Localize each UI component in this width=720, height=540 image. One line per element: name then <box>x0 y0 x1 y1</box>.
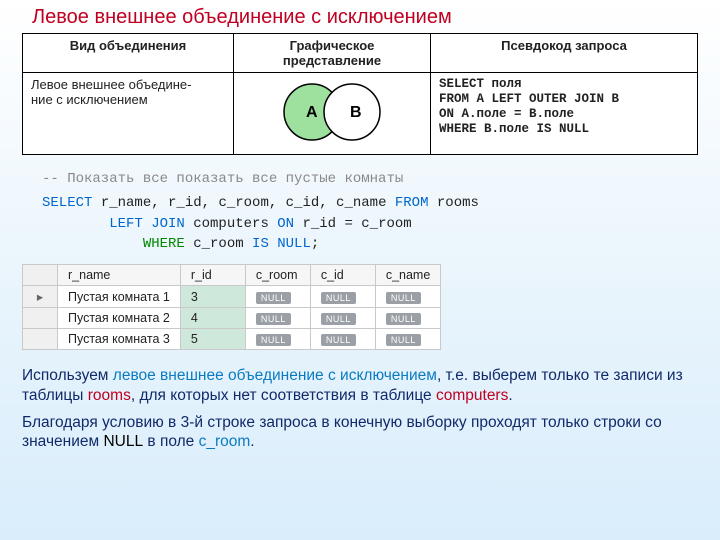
result-header <box>23 265 58 286</box>
explanation-paragraph-1: Используем левое внешнее объединение с и… <box>22 366 698 405</box>
result-header: c_name <box>375 265 440 286</box>
join-kind: Левое внешнее объедине- ние с исключение… <box>23 73 234 155</box>
pseudocode: SELECT поля FROM A LEFT OUTER JOIN B ON … <box>431 73 698 155</box>
definition-table: Вид объединения Графическое представлени… <box>22 33 698 155</box>
explanation-paragraph-2: Благодаря условию в 3-й строке запроса в… <box>22 413 698 452</box>
venn-diagram: A B <box>262 77 402 147</box>
table-row: Пустая комната 35NULLNULLNULL <box>23 329 441 350</box>
page-title: Левое внешнее объединение с исключением <box>32 6 698 29</box>
venn-diagram-cell: A B <box>234 73 431 155</box>
col-header: Псевдокод запроса <box>431 34 698 73</box>
table-row: Пустая комната 24NULLNULLNULL <box>23 308 441 329</box>
result-header: c_id <box>310 265 375 286</box>
svg-text:A: A <box>306 104 318 121</box>
table-row: ▸Пустая комната 13NULLNULLNULL <box>23 286 441 308</box>
result-header: c_room <box>245 265 310 286</box>
sql-query: -- Показать все показать все пустые комн… <box>42 169 698 254</box>
svg-text:B: B <box>350 104 362 121</box>
col-header: Вид объединения <box>23 34 234 73</box>
result-header: r_name <box>58 265 181 286</box>
result-table: r_namer_idc_roomc_idc_name ▸Пустая комна… <box>22 264 441 350</box>
col-header: Графическое представление <box>234 34 431 73</box>
result-header: r_id <box>180 265 245 286</box>
